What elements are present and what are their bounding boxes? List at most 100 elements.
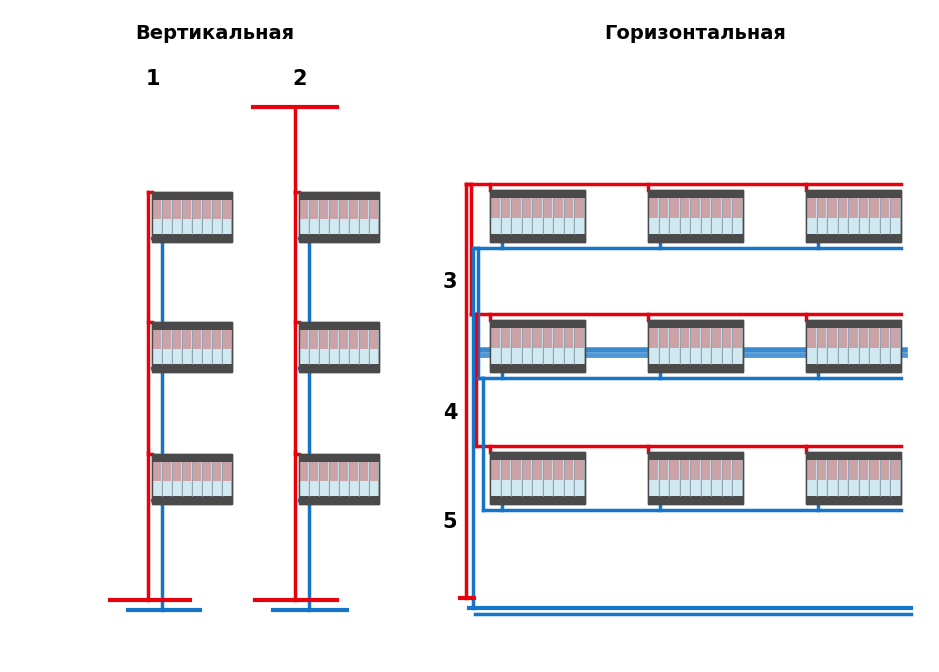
- Bar: [183, 330, 191, 364]
- Bar: [554, 328, 562, 348]
- Bar: [807, 328, 816, 364]
- Bar: [806, 190, 901, 198]
- Bar: [860, 328, 869, 348]
- Bar: [648, 234, 743, 242]
- Bar: [839, 328, 847, 348]
- Bar: [881, 460, 889, 496]
- Bar: [701, 460, 710, 480]
- Bar: [340, 330, 348, 364]
- Bar: [828, 198, 837, 218]
- Bar: [490, 190, 585, 242]
- Bar: [330, 330, 338, 349]
- Bar: [490, 364, 585, 372]
- Bar: [533, 460, 542, 480]
- Bar: [691, 198, 700, 218]
- Bar: [818, 460, 826, 480]
- Bar: [806, 496, 901, 504]
- Bar: [670, 198, 679, 218]
- Bar: [818, 328, 826, 348]
- Bar: [512, 198, 520, 234]
- Bar: [163, 330, 171, 349]
- Bar: [299, 322, 379, 330]
- Bar: [659, 460, 669, 480]
- Bar: [512, 328, 520, 348]
- Bar: [849, 198, 858, 218]
- Bar: [649, 328, 657, 348]
- Bar: [183, 200, 191, 218]
- Bar: [173, 462, 181, 496]
- Bar: [300, 200, 308, 218]
- Bar: [818, 198, 826, 218]
- Bar: [533, 198, 542, 234]
- Bar: [648, 320, 743, 372]
- Bar: [490, 320, 585, 328]
- Bar: [203, 462, 211, 480]
- Bar: [701, 198, 710, 218]
- Bar: [213, 200, 221, 234]
- Bar: [299, 322, 379, 372]
- Bar: [881, 328, 889, 348]
- Bar: [360, 462, 368, 480]
- Bar: [163, 200, 171, 218]
- Bar: [881, 460, 889, 480]
- Bar: [860, 198, 869, 234]
- Bar: [523, 460, 531, 480]
- Bar: [490, 452, 585, 460]
- Bar: [203, 330, 211, 349]
- Bar: [713, 328, 721, 348]
- Bar: [153, 200, 161, 234]
- Bar: [370, 200, 378, 234]
- Bar: [891, 460, 900, 496]
- Bar: [350, 200, 358, 218]
- Bar: [713, 460, 721, 496]
- Bar: [213, 462, 221, 496]
- Bar: [340, 462, 348, 496]
- Bar: [849, 460, 858, 480]
- Bar: [701, 328, 710, 364]
- Bar: [670, 460, 679, 496]
- Bar: [733, 460, 742, 496]
- Bar: [806, 364, 901, 372]
- Bar: [544, 328, 552, 348]
- Bar: [681, 198, 689, 234]
- Bar: [320, 330, 328, 364]
- Bar: [152, 322, 232, 330]
- Bar: [330, 200, 338, 234]
- Bar: [733, 328, 742, 364]
- Bar: [340, 330, 348, 349]
- Bar: [533, 460, 542, 496]
- Bar: [163, 462, 171, 480]
- Bar: [203, 200, 211, 218]
- Bar: [648, 320, 743, 328]
- Bar: [330, 462, 338, 480]
- Bar: [501, 460, 510, 480]
- Bar: [648, 452, 743, 504]
- Bar: [828, 198, 837, 234]
- Bar: [152, 454, 232, 462]
- Bar: [870, 460, 879, 480]
- Bar: [681, 460, 689, 480]
- Bar: [870, 198, 879, 218]
- Bar: [806, 190, 901, 242]
- Bar: [350, 462, 358, 480]
- Bar: [544, 198, 552, 218]
- Bar: [648, 364, 743, 372]
- Bar: [807, 198, 816, 234]
- Bar: [523, 198, 531, 234]
- Bar: [565, 198, 574, 218]
- Bar: [649, 198, 657, 234]
- Bar: [839, 460, 847, 496]
- Bar: [203, 462, 211, 496]
- Bar: [828, 328, 837, 364]
- Bar: [849, 328, 858, 348]
- Bar: [163, 330, 171, 364]
- Bar: [223, 200, 231, 218]
- Text: Горизонтальная: Горизонтальная: [604, 24, 786, 43]
- Bar: [806, 320, 901, 372]
- Bar: [828, 328, 837, 348]
- Bar: [544, 328, 552, 364]
- Bar: [320, 200, 328, 234]
- Bar: [806, 452, 901, 460]
- Bar: [849, 460, 858, 496]
- Bar: [891, 328, 900, 348]
